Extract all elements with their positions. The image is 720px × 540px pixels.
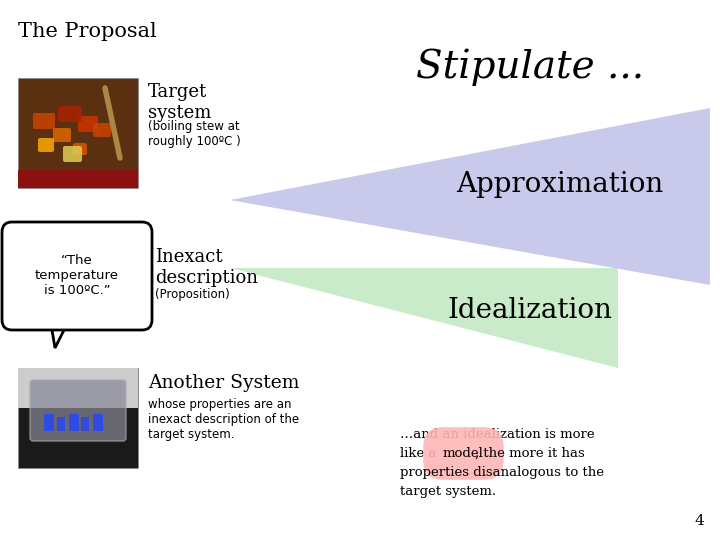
FancyBboxPatch shape [93, 123, 111, 137]
FancyBboxPatch shape [78, 116, 98, 132]
Text: …and an idealization is more: …and an idealization is more [400, 428, 595, 441]
FancyBboxPatch shape [18, 368, 138, 468]
Text: like a: like a [400, 447, 441, 460]
FancyBboxPatch shape [38, 138, 54, 152]
FancyBboxPatch shape [57, 417, 65, 431]
Text: Inexact
description: Inexact description [155, 248, 258, 287]
FancyBboxPatch shape [18, 78, 138, 188]
Text: model: model [443, 447, 484, 460]
FancyBboxPatch shape [18, 170, 138, 188]
FancyBboxPatch shape [69, 414, 79, 431]
Polygon shape [50, 318, 70, 348]
FancyBboxPatch shape [93, 414, 103, 431]
Text: Stipulate ...: Stipulate ... [416, 48, 644, 85]
Text: (boiling stew at
roughly 100ºC ): (boiling stew at roughly 100ºC ) [148, 120, 240, 148]
FancyBboxPatch shape [33, 113, 55, 129]
FancyBboxPatch shape [53, 128, 71, 142]
FancyBboxPatch shape [2, 222, 152, 330]
Text: , the more it has: , the more it has [475, 447, 585, 460]
Polygon shape [230, 108, 710, 285]
FancyBboxPatch shape [81, 417, 89, 431]
Text: “The
temperature
is 100ºC.”: “The temperature is 100ºC.” [35, 254, 119, 298]
Text: whose properties are an
inexact description of the
target system.: whose properties are an inexact descript… [148, 398, 299, 441]
Text: The Proposal: The Proposal [18, 22, 157, 41]
Text: Idealization: Idealization [448, 296, 613, 323]
Text: target system.: target system. [400, 485, 496, 498]
FancyBboxPatch shape [30, 380, 126, 441]
FancyBboxPatch shape [44, 414, 54, 431]
Polygon shape [230, 268, 618, 368]
Text: Approximation: Approximation [456, 172, 664, 199]
FancyBboxPatch shape [58, 106, 82, 122]
FancyBboxPatch shape [63, 146, 82, 162]
Text: Another System: Another System [148, 374, 300, 392]
Text: 4: 4 [694, 514, 704, 528]
Text: Target
system: Target system [148, 83, 212, 122]
Text: properties disanalogous to the: properties disanalogous to the [400, 466, 604, 479]
FancyBboxPatch shape [18, 368, 138, 408]
FancyBboxPatch shape [73, 143, 87, 155]
Text: (Proposition): (Proposition) [155, 288, 230, 301]
